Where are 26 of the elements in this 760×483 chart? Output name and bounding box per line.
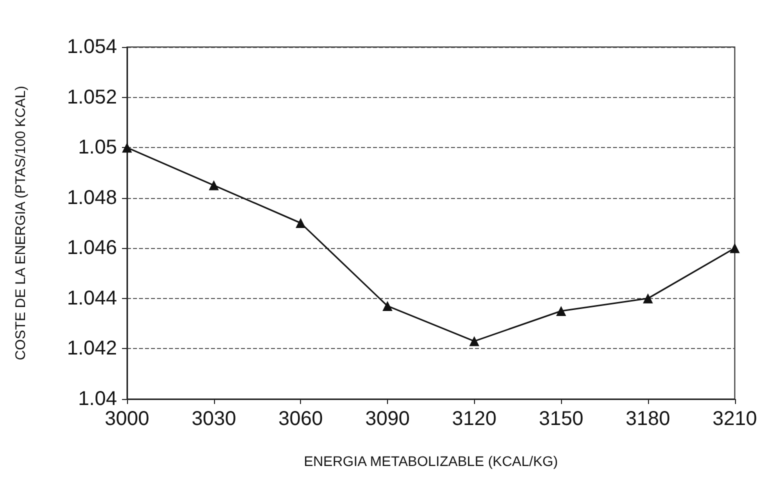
y-tick-label: 1.052 <box>66 86 117 108</box>
point <box>730 243 740 254</box>
point <box>642 293 653 304</box>
y-tick-label: 1.042 <box>66 338 117 360</box>
point <box>382 300 392 311</box>
point <box>556 306 566 316</box>
point <box>208 180 219 190</box>
x-tick-label: 3060 <box>278 408 323 430</box>
x-tick-label: 3150 <box>538 408 584 430</box>
y-tick-label: 1.04 <box>78 388 117 410</box>
y-tick-label: 1.05 <box>78 136 117 159</box>
x-tick-label: 3090 <box>365 408 410 430</box>
x-tick-label: 3210 <box>712 408 758 430</box>
point <box>122 142 132 153</box>
y-tick-label: 1.046 <box>66 237 117 260</box>
x-tick-label: 3000 <box>104 408 150 430</box>
y-tick-label: 1.048 <box>66 186 117 209</box>
y-tick-label: 1.054 <box>66 36 117 58</box>
point <box>296 218 306 228</box>
y-tick-label: 1.044 <box>66 287 117 310</box>
x-tick-label: 3180 <box>626 408 670 430</box>
x-tick-label: 3030 <box>192 408 236 430</box>
x-axis-title: ENERGIA METABOLIZABLE (KCAL/KG) <box>304 453 558 469</box>
y-axis-title: COSTE DE LA ENERGIA (PTAS/100 KCAL) <box>12 86 28 360</box>
point <box>469 336 480 346</box>
x-tick-label: 3120 <box>452 408 497 430</box>
